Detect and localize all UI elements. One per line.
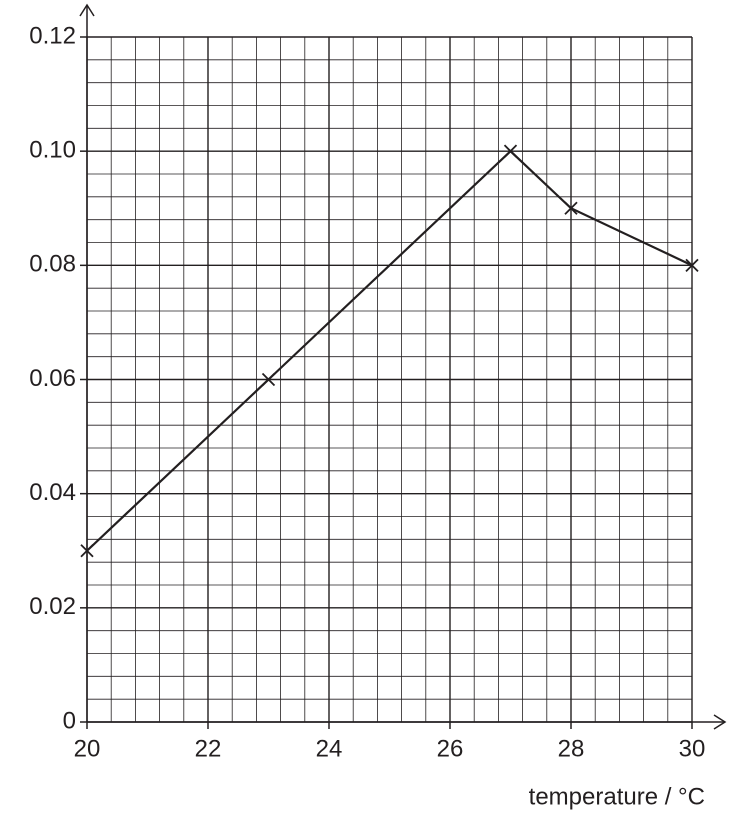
x-tick-label: 30 [679,735,706,762]
y-tick-label: 0.12 [29,22,76,49]
data-point [261,372,276,387]
x-tick-label: 24 [316,735,343,762]
y-tick-label: 0 [63,707,76,734]
y-tick-label: 0.02 [29,593,76,620]
y-axis-arrow [79,3,95,17]
x-axis-arrow [713,714,727,730]
y-tick-label: 0.04 [29,479,76,506]
y-tick-label: 0.08 [29,251,76,278]
data-point [685,258,699,272]
data-point [503,144,518,158]
data-point [80,544,94,558]
x-tick-label: 22 [195,735,222,762]
y-tick-label: 0.06 [29,365,76,392]
x-tick-label: 20 [74,735,101,762]
data-line [86,149,693,552]
x-axis-title: temperature / °C [529,783,705,810]
data-point [564,201,578,215]
y-tick-label: 0.10 [29,137,76,164]
x-tick-label: 28 [558,735,585,762]
x-tick-label: 26 [437,735,464,762]
